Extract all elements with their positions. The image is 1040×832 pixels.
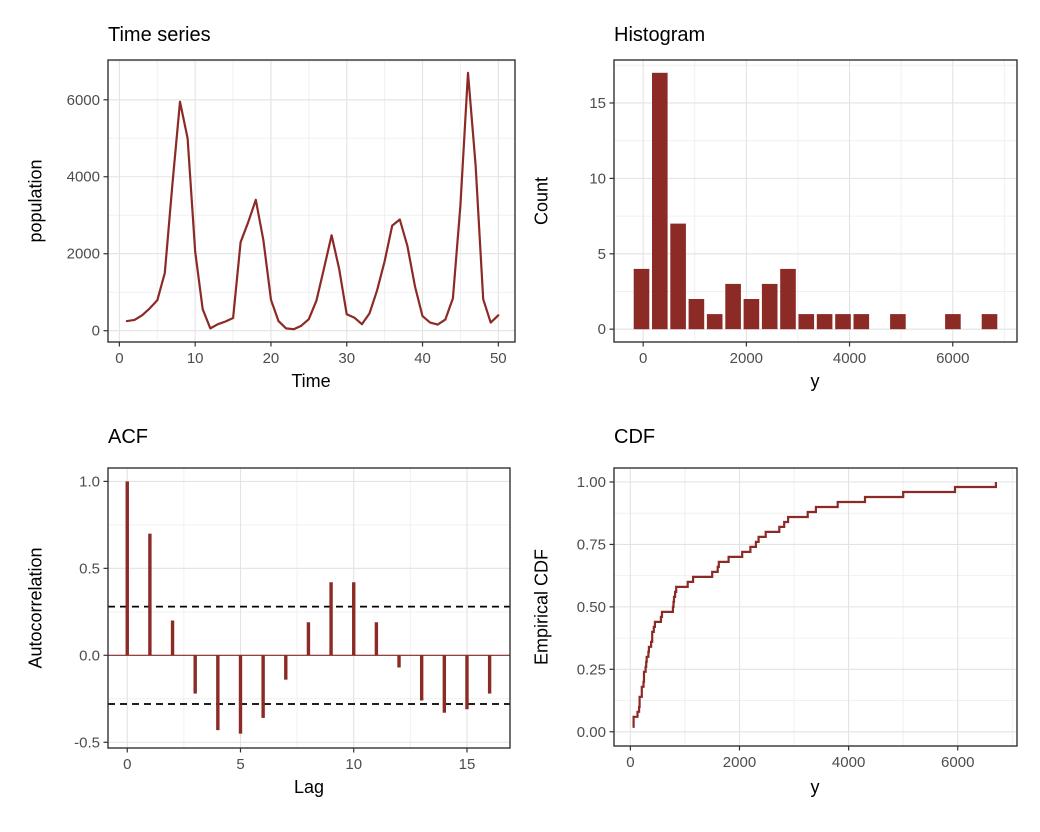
axis-ticks-time-series: 0 10 20 30 40 50 0 2000 4000 6000 [67,92,507,367]
histogram-bar [725,283,741,330]
chart-title-acf: ACF [108,426,148,448]
chart-acf: 0 5 10 15 -0.5 0.0 0.5 1.0 [74,467,511,773]
y-tick-label: 6000 [67,92,100,109]
x-tick-label: 6000 [936,350,969,367]
panel-border-time-series [107,59,516,343]
y-tick-label: 10 [589,170,606,187]
y-axis-title-time-series: population [25,159,46,243]
chart-title-cdf: CDF [614,426,656,448]
series-acf [125,481,492,734]
y-tick-label: 2000 [67,246,100,263]
y-tick-label: -0.5 [74,734,100,751]
y-tick-label: 1.0 [79,473,100,490]
y-axis-title-cdf: Empirical CDF [531,548,552,666]
y-tick-label: 4000 [67,169,100,186]
y-tick-label: 5 [598,246,606,263]
series-time-series [125,71,500,331]
x-tick-label: 4000 [833,350,866,367]
x-tick-label: 10 [187,350,204,367]
y-tick-label: 0.75 [577,536,606,553]
x-tick-label: 30 [338,350,355,367]
y-axis-title-histogram: Count [531,176,552,226]
x-tick-label: 0 [115,350,123,367]
gridlines-cdf [614,468,1017,746]
histogram-bar [835,314,851,330]
gridlines-time-series [108,60,515,342]
histogram-bar [798,314,815,330]
y-tick-label: 0.50 [577,599,606,616]
y-axis-title-acf: Autocorrelation [25,547,46,669]
x-axis-title-cdf: y [810,777,820,797]
panel-border-acf [107,467,511,749]
x-tick-label: 0 [639,350,647,367]
y-tick-label: 0.5 [79,560,100,577]
histogram-bar [706,314,723,330]
histogram-bar [761,283,778,330]
y-tick-label: 0.0 [79,647,100,664]
chart-time-series: 0 10 20 30 40 50 0 2000 4000 6000 [67,59,516,367]
histogram-bar [633,268,650,330]
y-tick-label: 0.25 [577,661,606,678]
x-axis-title-acf: Lag [293,777,325,797]
chart-title-time-series: Time series [108,24,211,46]
axis-ticks-histogram: 0 2000 4000 6000 0 5 10 15 [589,95,969,367]
x-axis-title-time-series: Time [291,371,331,391]
histogram-bar [743,299,760,330]
y-tick-label: 0 [92,323,100,340]
histogram-bar [688,299,705,330]
y-tick-label: 1.00 [577,474,606,491]
x-tick-label: 6000 [941,754,974,771]
x-tick-label: 4000 [832,754,865,771]
histogram-bar [780,268,796,330]
histogram-bar [945,314,961,330]
chart-histogram: 0 2000 4000 6000 0 5 10 15 [589,59,1018,367]
axis-ticks-acf: 0 5 10 15 -0.5 0.0 0.5 1.0 [74,473,475,773]
panel-acf [108,468,510,748]
series-cdf [632,482,997,728]
x-tick-label: 0 [123,756,131,773]
y-tick-label: 15 [589,95,606,112]
x-tick-label: 20 [263,350,280,367]
chart-title-histogram: Histogram [614,24,706,46]
x-tick-label: 15 [459,756,476,773]
histogram-bar [853,314,870,330]
panel-time-series [108,60,515,342]
x-tick-label: 0 [626,754,634,771]
x-tick-label: 10 [345,756,362,773]
x-tick-label: 5 [236,756,244,773]
chart-cdf: 0 2000 4000 6000 0.00 0.25 0.50 0.75 1.00 [577,467,1018,771]
x-tick-label: 2000 [723,754,756,771]
x-tick-label: 40 [414,350,431,367]
panel-border-histogram [613,59,1018,343]
histogram-bar [670,223,686,330]
series-histogram [633,72,998,330]
histogram-bar [652,72,668,330]
y-tick-label: 0 [598,321,606,338]
x-tick-label: 2000 [730,350,763,367]
histogram-bar [890,314,906,330]
axis-ticks-cdf: 0 2000 4000 6000 0.00 0.25 0.50 0.75 1.00 [577,474,975,771]
x-axis-title-histogram: y [810,371,820,391]
x-tick-label: 50 [490,350,507,367]
histogram-bar [981,314,998,330]
y-tick-label: 0.00 [577,724,606,741]
histogram-bar [816,314,833,330]
